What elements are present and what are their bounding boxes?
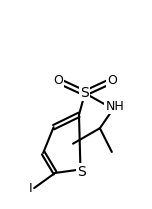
Text: O: O: [53, 74, 63, 87]
Text: O: O: [107, 74, 117, 87]
Text: I: I: [29, 182, 32, 195]
Text: NH: NH: [105, 100, 124, 113]
Text: S: S: [81, 86, 89, 100]
Text: S: S: [78, 164, 86, 178]
